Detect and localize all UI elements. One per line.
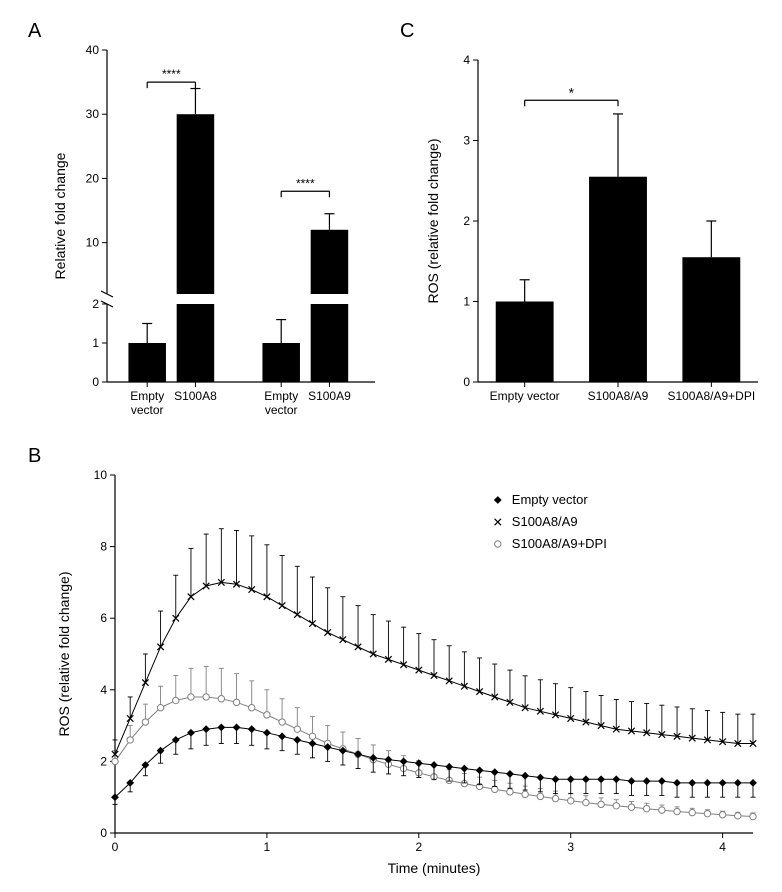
svg-text:3: 3 (463, 134, 470, 148)
legend-label: Empty vector (512, 492, 589, 507)
svg-text:ROS (relative fold change): ROS (relative fold change) (425, 139, 441, 304)
svg-text:S100A9: S100A9 (308, 389, 351, 403)
svg-text:0: 0 (463, 375, 470, 389)
svg-text:1: 1 (463, 295, 470, 309)
bar (311, 304, 349, 382)
svg-text:3: 3 (567, 840, 574, 854)
bar (177, 304, 215, 382)
bar (177, 114, 215, 294)
svg-text:2: 2 (100, 754, 107, 768)
svg-text:4: 4 (463, 53, 470, 67)
svg-text:4: 4 (719, 840, 726, 854)
bar (311, 230, 349, 294)
svg-text:10: 10 (94, 468, 108, 482)
svg-text:S100A8/A9+DPI: S100A8/A9+DPI (667, 389, 755, 403)
series-line (115, 697, 753, 817)
svg-text:2: 2 (463, 214, 470, 228)
y-axis-label: ROS (relative fold change) (56, 572, 72, 737)
panel-c-chart: 0 1 2 3 4 Empty vector S100A8/A9 S100A8/A9+DPI *… (418, 40, 768, 440)
svg-text:1: 1 (92, 336, 99, 350)
svg-text:0: 0 (100, 826, 107, 840)
svg-text:2: 2 (415, 840, 422, 854)
svg-text:vector: vector (265, 403, 298, 417)
svg-text:*: * (569, 84, 575, 100)
svg-text:6: 6 (100, 611, 107, 625)
svg-text:40: 40 (86, 43, 100, 57)
svg-text:1: 1 (264, 840, 271, 854)
bar (682, 257, 740, 382)
svg-text:10: 10 (86, 236, 100, 250)
svg-text:****: **** (296, 176, 315, 190)
panel-label-c: C (400, 20, 414, 43)
bar (496, 302, 554, 383)
legend-label: S100A8/A9+DPI (512, 536, 607, 551)
svg-text:0: 0 (112, 840, 119, 854)
panel-b-chart: 0 2 4 6 8 10 0 1 2 3 4 Empty vector S100A8/A9 S100A8/… (45, 465, 765, 885)
svg-text:4: 4 (100, 683, 107, 697)
legend-label: S100A8/A9 (512, 514, 578, 529)
bar (128, 343, 166, 382)
svg-text:Relative fold change: Relative fold change (52, 152, 68, 279)
x-axis-label: Time (minutes) (388, 860, 481, 876)
svg-text:8: 8 (100, 540, 107, 554)
svg-text:S100A8: S100A8 (174, 389, 217, 403)
svg-text:vector: vector (131, 403, 164, 417)
bar (262, 343, 300, 382)
panel-a-chart: 01210203040EmptyvectorS100A8EmptyvectorS… (45, 40, 385, 440)
svg-text:0: 0 (92, 375, 99, 389)
svg-text:30: 30 (86, 107, 100, 121)
svg-text:Empty vector: Empty vector (490, 389, 560, 403)
panel-label-b: B (28, 445, 41, 468)
svg-text:Empty: Empty (264, 389, 298, 403)
bar (589, 177, 647, 382)
svg-text:Empty: Empty (130, 389, 164, 403)
svg-text:20: 20 (86, 171, 100, 185)
svg-text:2: 2 (92, 297, 99, 311)
svg-text:****: **** (162, 67, 181, 81)
svg-text:S100A8/A9: S100A8/A9 (588, 389, 649, 403)
panel-label-a: A (28, 20, 41, 43)
